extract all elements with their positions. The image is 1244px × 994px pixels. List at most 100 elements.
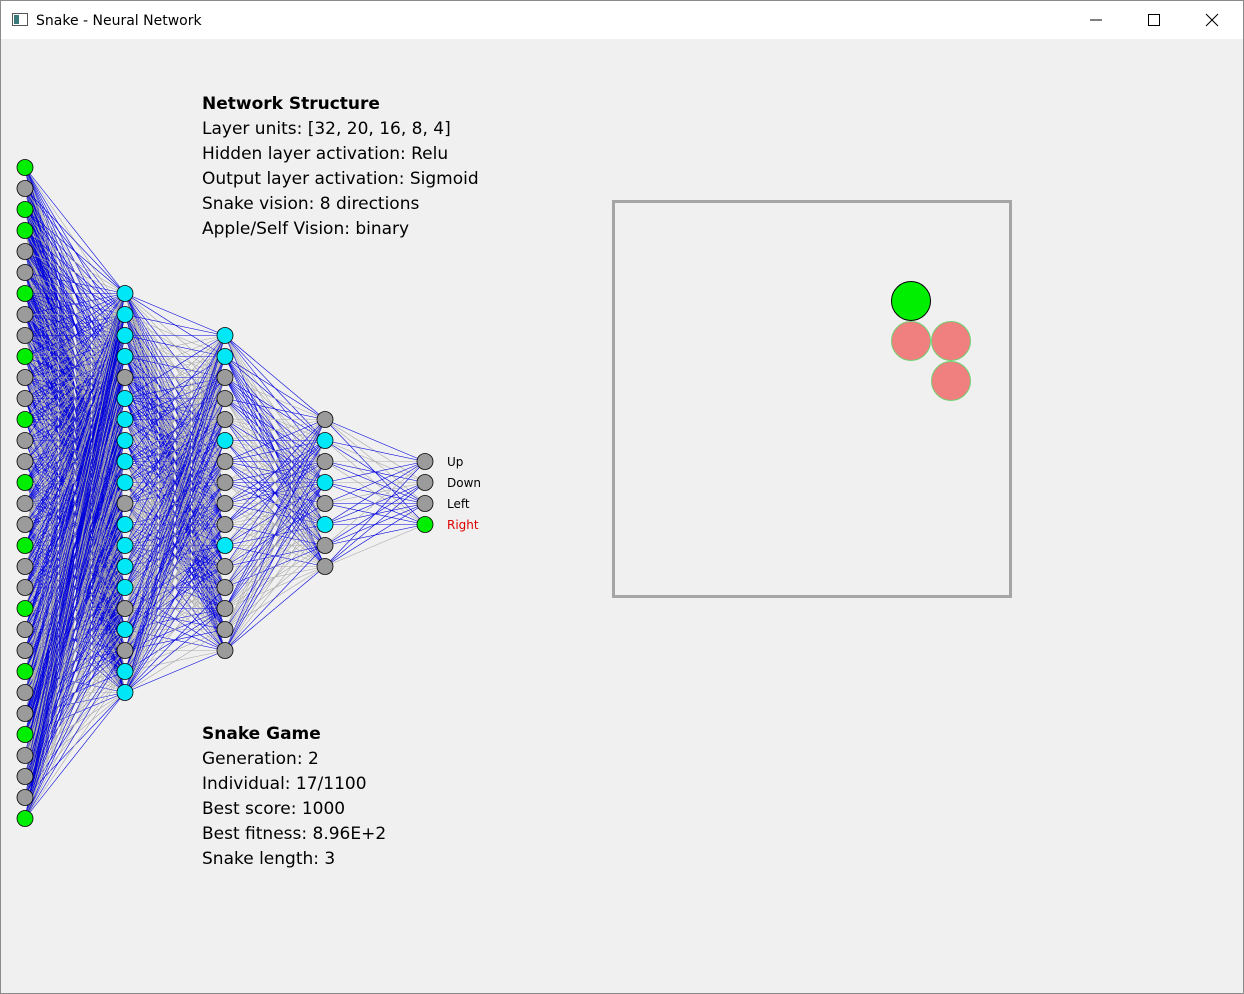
network-connection (24, 293, 126, 399)
hidden-node (116, 285, 134, 302)
network-connection (24, 272, 126, 294)
network-connection (224, 356, 326, 420)
input-node (16, 453, 34, 470)
maximize-icon (1148, 14, 1160, 26)
minimize-icon (1090, 19, 1102, 21)
snake-length-text: Snake length: 3 (202, 849, 336, 869)
hidden-node (216, 327, 234, 344)
title-bar[interactable]: Snake - Neural Network (1, 1, 1243, 39)
hidden-node (216, 579, 234, 596)
network-connection (24, 440, 126, 819)
network-connection (24, 293, 126, 378)
network-connection (24, 293, 126, 357)
output-label-up: Up (447, 455, 464, 469)
snake-body-segment (891, 321, 931, 361)
input-node (16, 810, 34, 827)
network-connection (224, 524, 326, 651)
snake-game-panel: Snake Game Generation: 2 Individual: 17/… (202, 722, 386, 872)
individual-text: Individual: 17/1100 (202, 774, 367, 794)
network-connection (324, 482, 426, 567)
network-connection (24, 293, 126, 756)
input-node (16, 474, 34, 491)
input-node (16, 159, 34, 176)
network-connection (24, 293, 126, 504)
close-button[interactable] (1183, 1, 1241, 39)
network-connection (124, 419, 226, 693)
snake-game-heading: Snake Game (202, 724, 321, 744)
hidden-node (116, 495, 134, 512)
hidden-node (316, 516, 334, 533)
network-connection (224, 398, 326, 420)
hidden-node (116, 537, 134, 554)
input-node (16, 201, 34, 218)
layer-units-text: Layer units: [32, 20, 16, 8, 4] (202, 119, 451, 139)
network-connection (24, 293, 126, 714)
network-connection (24, 335, 126, 819)
network-connection (24, 293, 126, 609)
network-connection (324, 461, 426, 504)
input-node (16, 285, 34, 302)
input-node (16, 726, 34, 743)
hidden-node (116, 411, 134, 428)
input-node (16, 537, 34, 554)
network-connection (24, 293, 126, 336)
maximize-button[interactable] (1125, 1, 1183, 39)
network-connection (124, 335, 226, 483)
input-node (16, 495, 34, 512)
minimize-button[interactable] (1067, 1, 1125, 39)
input-node (16, 411, 34, 428)
output-node (416, 453, 434, 470)
input-node (16, 600, 34, 617)
hidden-node (216, 411, 234, 428)
network-connection (224, 419, 326, 483)
network-structure-panel: Network Structure Layer units: [32, 20, … (202, 92, 479, 242)
input-node (16, 180, 34, 197)
hidden-node (116, 453, 134, 470)
network-connection (224, 419, 326, 441)
snake-vision-text: Snake vision: 8 directions (202, 194, 420, 214)
network-connection (124, 335, 226, 693)
network-connection (24, 293, 126, 672)
network-connection (124, 335, 226, 672)
network-connection (24, 671, 126, 819)
network-connection (324, 461, 426, 546)
hidden-node (116, 684, 134, 701)
network-connection (224, 419, 326, 609)
window-title: Snake - Neural Network (36, 13, 202, 29)
network-connection (124, 335, 226, 630)
hidden-node (116, 390, 134, 407)
hidden-node (316, 474, 334, 491)
output-activation-text: Output layer activation: Sigmoid (202, 169, 479, 189)
snake-body-segment (931, 361, 971, 401)
hidden-node (116, 432, 134, 449)
hidden-node (116, 516, 134, 533)
network-connection (24, 293, 126, 735)
output-node (416, 516, 434, 533)
network-connection (224, 419, 326, 525)
network-connection (324, 440, 426, 462)
network-connection (24, 251, 126, 294)
network-connection (24, 293, 126, 630)
network-connection (124, 335, 226, 504)
network-connection (124, 377, 226, 693)
network-connection (124, 545, 226, 693)
input-node (16, 579, 34, 596)
input-node (16, 558, 34, 575)
hidden-node (316, 411, 334, 428)
network-connection (224, 419, 326, 462)
hidden-node (316, 537, 334, 554)
snake-body-segment (931, 321, 971, 361)
snake-game-board (612, 200, 1012, 598)
network-connection (224, 419, 326, 651)
input-node (16, 789, 34, 806)
network-connection (124, 335, 226, 651)
input-node (16, 432, 34, 449)
network-connection (224, 419, 326, 588)
network-connection (124, 398, 226, 693)
input-node (16, 390, 34, 407)
network-connection (224, 377, 326, 420)
hidden-node (216, 516, 234, 533)
network-connection (124, 293, 226, 336)
network-connection (124, 440, 226, 693)
network-connection (324, 461, 426, 525)
